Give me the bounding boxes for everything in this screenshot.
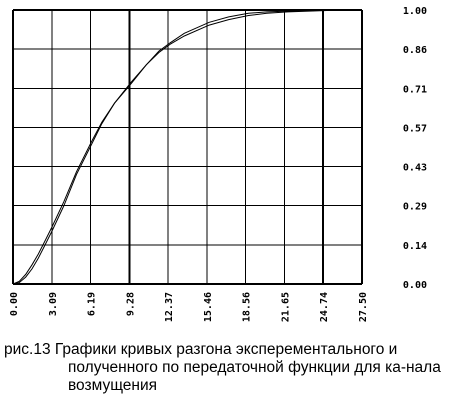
y-tick-label: 0.57: [403, 123, 427, 134]
plot-grid: [12, 9, 363, 285]
y-tick-label: 0.29: [403, 202, 427, 213]
chart: 0.00 0.14 0.29 0.43 0.57 0.71 0.86 1.00 0.00 3.0…: [9, 6, 427, 322]
y-tick-label: 0.43: [403, 163, 427, 174]
y-tick-label: 0.00: [403, 280, 427, 291]
series-line-1: [12, 9, 363, 285]
x-tick-label: 21.65: [280, 292, 291, 322]
caption-line-1: рис.13 Графики кривых разгона эксперемен…: [4, 341, 398, 358]
x-tick-label: 9.28: [125, 292, 136, 316]
y-tick-label: 1.00: [403, 6, 427, 17]
x-tick-label: 0.00: [9, 292, 20, 316]
x-tick-label: 18.56: [242, 292, 253, 322]
caption-rest: полученного по передаточной функции для …: [68, 359, 441, 394]
series-group: [12, 9, 363, 285]
x-tick-label: 6.19: [87, 292, 98, 316]
x-tick-label: 3.09: [48, 292, 59, 316]
x-tick-label: 27.50: [358, 292, 369, 322]
y-tick-label: 0.14: [403, 241, 427, 252]
series-line-2: [12, 9, 363, 285]
x-tick-label: 24.74: [319, 292, 330, 322]
figure-caption: рис.13 Графики кривых разгона эксперемен…: [4, 341, 460, 395]
y-axis-ticks: 0.00 0.14 0.29 0.43 0.57 0.71 0.86 1.00: [403, 6, 427, 291]
y-tick-label: 0.71: [403, 84, 427, 95]
x-tick-label: 12.37: [164, 292, 175, 322]
x-tick-label: 15.46: [203, 292, 214, 322]
y-tick-label: 0.86: [403, 45, 427, 56]
x-axis-ticks: 0.00 3.09 6.19 9.28 12.37 15.46 18.56 21.65 24.7…: [9, 292, 369, 322]
